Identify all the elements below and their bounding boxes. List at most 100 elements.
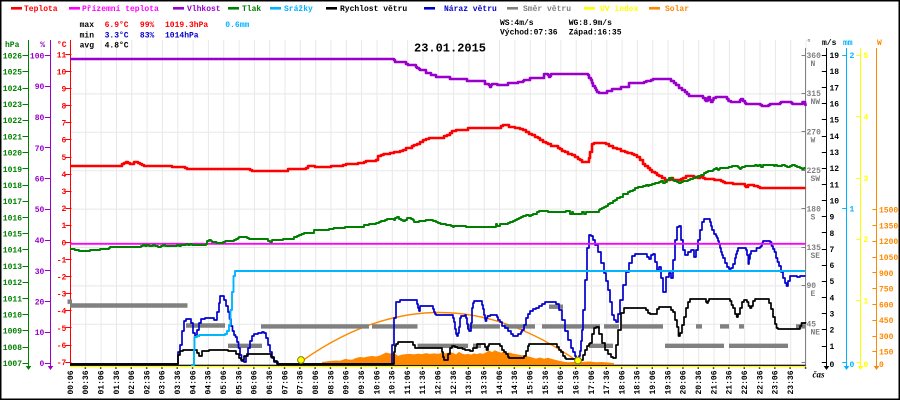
svg-text:-6: -6 (57, 342, 67, 351)
svg-text:15: 15 (830, 117, 840, 126)
svg-text:9: 9 (830, 214, 835, 223)
svg-text:SW: SW (811, 175, 821, 184)
svg-text:03:06: 03:06 (159, 370, 168, 394)
svg-text:15:06: 15:06 (527, 370, 536, 394)
svg-text:-7: -7 (57, 359, 67, 368)
svg-text:11: 11 (830, 181, 840, 190)
svg-text:Solar: Solar (665, 5, 689, 14)
svg-text:99%: 99% (140, 21, 155, 30)
svg-text:mm: mm (843, 39, 853, 48)
svg-text:1020: 1020 (3, 150, 22, 159)
svg-text:19:06: 19:06 (649, 370, 658, 394)
svg-text:3: 3 (864, 175, 869, 184)
svg-text:750: 750 (879, 286, 894, 295)
svg-text:Náraz větru: Náraz větru (444, 5, 497, 14)
svg-text:1015: 1015 (3, 231, 22, 240)
svg-text:1016: 1016 (3, 214, 22, 223)
svg-text:1011: 1011 (3, 295, 22, 304)
svg-text:1019.3hPa: 1019.3hPa (165, 21, 208, 30)
svg-text:150: 150 (879, 349, 894, 358)
svg-text:90: 90 (35, 83, 45, 92)
svg-text:09:06: 09:06 (343, 370, 352, 394)
svg-text:17:06: 17:06 (588, 370, 597, 394)
svg-text:0: 0 (879, 361, 884, 370)
svg-text:02:36: 02:36 (143, 370, 152, 394)
svg-text:-2: -2 (57, 274, 67, 283)
svg-text:UV index: UV index (600, 5, 639, 14)
svg-text:03:36: 03:36 (174, 370, 183, 394)
svg-text:1022: 1022 (3, 117, 22, 126)
svg-text:m/s: m/s (822, 39, 837, 48)
svg-text:Tlak: Tlak (242, 5, 261, 14)
svg-text:14: 14 (830, 133, 840, 142)
svg-text:14:06: 14:06 (496, 370, 505, 394)
svg-text:270: 270 (807, 129, 822, 138)
svg-text:Vlhkost: Vlhkost (187, 5, 221, 14)
svg-text:1008: 1008 (3, 344, 22, 353)
svg-text:2: 2 (61, 205, 66, 214)
svg-text:%: % (40, 41, 45, 50)
svg-text:1200: 1200 (879, 238, 898, 247)
svg-text:10:06: 10:06 (373, 370, 382, 394)
svg-text:0: 0 (864, 361, 869, 370)
svg-text:07:36: 07:36 (297, 370, 306, 394)
svg-text:0: 0 (39, 360, 44, 369)
svg-text:450: 450 (879, 317, 894, 326)
svg-text:11:36: 11:36 (419, 370, 428, 394)
svg-text:Rychlost větru: Rychlost větru (340, 5, 407, 14)
svg-text:1: 1 (864, 298, 869, 307)
svg-text:23:06: 23:06 (772, 370, 781, 394)
svg-text:SE: SE (811, 252, 821, 261)
svg-text:12:36: 12:36 (450, 370, 459, 394)
svg-text:100: 100 (30, 53, 45, 62)
svg-text:4: 4 (830, 294, 835, 303)
svg-text:06:06: 06:06 (251, 370, 260, 394)
svg-text:8: 8 (61, 103, 66, 112)
svg-text:45: 45 (807, 321, 817, 330)
svg-text:9: 9 (61, 86, 66, 95)
svg-text:6.9°C: 6.9°C (105, 21, 129, 30)
svg-text:19:36: 19:36 (664, 370, 673, 394)
svg-text:Teplota: Teplota (24, 5, 58, 14)
svg-text:S: S (811, 213, 816, 222)
svg-text:18:36: 18:36 (634, 370, 643, 394)
svg-text:10:36: 10:36 (389, 370, 398, 394)
svg-text:18:06: 18:06 (618, 370, 627, 394)
svg-text:17:36: 17:36 (603, 370, 612, 394)
svg-text:1026: 1026 (3, 53, 22, 62)
svg-text:05:06: 05:06 (220, 370, 229, 394)
svg-text:17: 17 (830, 84, 840, 93)
svg-text:7: 7 (61, 120, 66, 129)
svg-text:00:06: 00:06 (67, 370, 76, 394)
svg-text:02:06: 02:06 (128, 370, 137, 394)
svg-text:20: 20 (35, 299, 45, 308)
svg-text:1050: 1050 (879, 254, 898, 263)
svg-text:1021: 1021 (3, 133, 22, 142)
svg-text:hPa: hPa (5, 41, 20, 50)
svg-text:2: 2 (864, 236, 869, 245)
svg-text:Směr větru: Směr větru (523, 5, 571, 14)
svg-text:-4: -4 (57, 308, 67, 317)
svg-text:04:06: 04:06 (189, 370, 198, 394)
svg-text:10: 10 (35, 329, 45, 338)
svg-text:01:36: 01:36 (113, 370, 122, 394)
svg-text:1013: 1013 (3, 263, 22, 272)
svg-text:3: 3 (830, 311, 835, 320)
svg-text:1024: 1024 (3, 85, 22, 94)
svg-text:16:36: 16:36 (573, 370, 582, 394)
svg-text:225: 225 (807, 167, 822, 176)
svg-text:avg: avg (80, 42, 95, 51)
svg-text:18: 18 (830, 68, 840, 77)
svg-text:50: 50 (35, 206, 45, 215)
svg-text:6: 6 (61, 137, 66, 146)
svg-text:30: 30 (35, 268, 45, 277)
svg-text:13: 13 (830, 149, 840, 158)
svg-text:WG:8.9m/s: WG:8.9m/s (569, 19, 612, 28)
svg-text:1: 1 (850, 206, 855, 215)
svg-text:4: 4 (61, 171, 66, 180)
svg-text:E: E (811, 290, 816, 299)
svg-text:1017: 1017 (3, 198, 22, 207)
svg-text:WS:4m/s: WS:4m/s (500, 19, 534, 28)
svg-text:900: 900 (879, 270, 894, 279)
svg-text:14:36: 14:36 (511, 370, 520, 394)
